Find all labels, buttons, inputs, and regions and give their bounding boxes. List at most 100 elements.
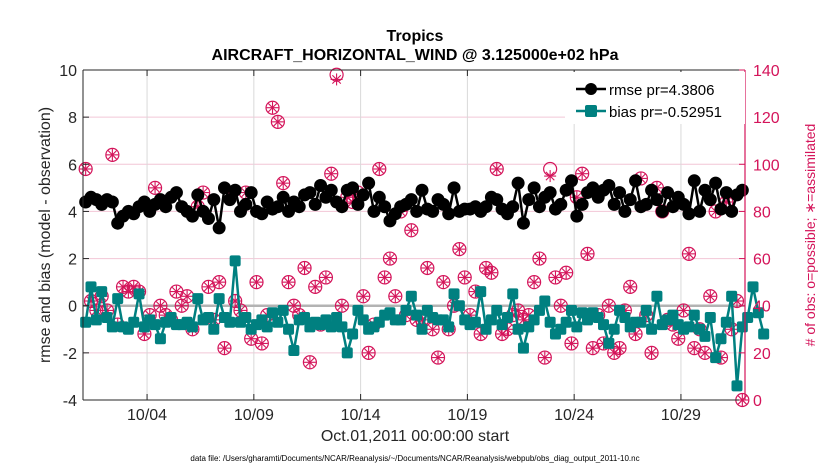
x-tick-label: 10/04 — [127, 407, 167, 424]
obs-possible-marker — [276, 176, 291, 191]
x-tick-label: 10/19 — [447, 407, 487, 424]
y-tick-label-right: 60 — [753, 252, 771, 269]
obs-possible-marker — [388, 289, 403, 304]
chart-subtitle: AIRCRAFT_HORIZONTAL_WIND @ 3.125000e+02 … — [212, 47, 619, 64]
legend: rmse pr=4.3806 bias pr=-0.52951 — [565, 72, 745, 124]
obs-possible-marker — [703, 289, 718, 304]
obs-possible-marker — [270, 114, 285, 129]
obs-assimilated-marker — [688, 342, 701, 355]
obs-possible-marker — [489, 161, 504, 177]
rmse-point — [650, 193, 664, 207]
obs-possible-marker — [532, 251, 547, 266]
bias-point — [112, 293, 124, 305]
rmse-point — [719, 186, 733, 200]
rmse-point — [527, 181, 541, 195]
obs-possible-marker — [580, 246, 595, 261]
obs-assimilated-marker — [149, 181, 162, 194]
rmse-point — [629, 174, 643, 188]
rmse-point — [378, 200, 392, 214]
rmse-point — [645, 183, 659, 197]
rmse-point — [677, 197, 691, 211]
obs-possible-marker — [478, 260, 494, 276]
y-tick-label-right: 0 — [753, 393, 762, 410]
obs-assimilated-marker — [565, 337, 578, 350]
obs-possible-marker — [452, 242, 467, 257]
obs-assimilated-marker — [335, 299, 348, 312]
rmse-point — [602, 179, 616, 192]
rmse-point — [159, 200, 173, 214]
obs-possible-marker — [265, 100, 280, 115]
rmse-point — [292, 200, 306, 214]
obs-assimilated-marker — [255, 337, 268, 350]
bias-point — [571, 321, 583, 333]
bias-point — [699, 330, 711, 342]
obs-assimilated-marker — [250, 276, 263, 289]
bias-point — [469, 316, 481, 328]
bias-point — [90, 314, 102, 326]
obs-possible-marker — [249, 275, 264, 290]
bias-series — [80, 255, 770, 392]
bias-point — [688, 309, 700, 321]
bias-point — [357, 314, 369, 326]
y-tick-label-right: 40 — [753, 299, 771, 316]
rmse-series — [79, 174, 749, 235]
obs-assimilated-marker — [271, 115, 284, 128]
obs-assimilated-marker — [613, 342, 626, 355]
y-tick-label-right: 140 — [753, 63, 780, 80]
obs-assimilated-marker — [330, 73, 343, 86]
y-tick-label-left: 6 — [68, 157, 77, 174]
rmse-point — [532, 200, 546, 214]
obs-assimilated-marker — [389, 290, 402, 303]
bias-point — [277, 304, 289, 316]
rmse-point — [725, 204, 739, 218]
legend-rmse-label: rmse pr=4.3806 — [609, 82, 714, 99]
y-tick-label-left: 4 — [68, 204, 77, 221]
rmse-point — [346, 181, 360, 195]
obs-assimilated-marker — [453, 243, 466, 256]
obs-assimilated-marker — [319, 271, 332, 284]
y-tick-label-right: 20 — [753, 346, 771, 363]
y-tick-label-left: 10 — [59, 63, 77, 80]
bias-point — [453, 300, 465, 312]
obs-assimilated-marker — [218, 342, 231, 355]
bias-point — [261, 321, 273, 333]
obs-assimilated-marker — [458, 271, 471, 284]
rmse-point — [362, 176, 376, 190]
obs-possible-marker — [308, 279, 323, 294]
bias-point — [240, 312, 252, 323]
bias-point — [507, 288, 519, 300]
legend-bias-label: bias pr=-0.52951 — [609, 104, 722, 121]
obs-assimilated-marker — [490, 163, 503, 175]
rmse-point — [137, 195, 151, 209]
rmse-point — [404, 193, 418, 207]
obs-assimilated-marker — [544, 170, 557, 183]
legend-bias-marker — [585, 105, 597, 117]
bias-point — [731, 380, 743, 392]
bias-point — [485, 314, 497, 326]
bias-point — [560, 316, 572, 328]
obs-possible-marker — [281, 275, 296, 290]
obs-assimilated-marker — [645, 346, 658, 359]
obs-possible-marker — [372, 161, 387, 177]
rmse-point — [506, 200, 520, 214]
obs-assimilated-marker — [576, 167, 589, 180]
x-axis-label: Oct.01,2011 00:00:00 start — [321, 428, 510, 445]
y-tick-label-left: -2 — [63, 346, 77, 363]
rmse-point — [372, 190, 386, 204]
bias-point — [154, 333, 166, 345]
bias-point — [598, 319, 610, 331]
obs-assimilated-marker — [282, 276, 295, 289]
obs-possible-marker — [537, 350, 552, 365]
obs-assimilated-marker — [677, 304, 690, 317]
obs-assimilated-marker — [405, 224, 418, 237]
obs-assimilated-marker — [538, 351, 551, 364]
rmse-point — [228, 183, 242, 197]
rmse-point — [639, 197, 653, 211]
rmse-point — [564, 174, 578, 188]
obs-assimilated-marker — [549, 271, 562, 284]
rmse-point — [661, 186, 675, 200]
rmse-point — [351, 197, 365, 211]
obs-assimilated-marker — [357, 290, 370, 303]
bias-point — [192, 293, 204, 305]
obs-possible-marker — [377, 270, 392, 285]
